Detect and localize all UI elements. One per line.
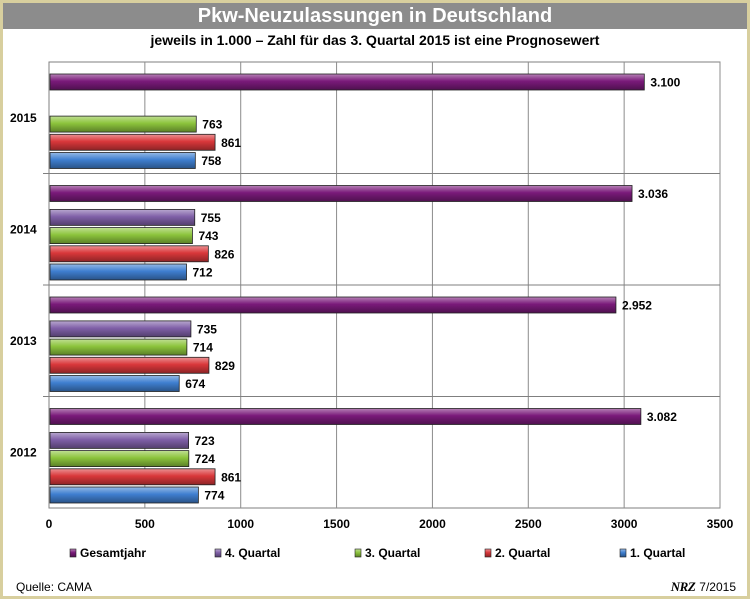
publisher-logo: NRZ (670, 579, 696, 594)
bar-2013-gesamtjahr (49, 296, 617, 314)
bar-2012-gesamtjahr (49, 408, 642, 425)
data-label-2013-4-quartal: 735 (197, 322, 217, 336)
data-label-2013-2-quartal: 829 (215, 359, 235, 373)
legend-swatch-2-quartal (484, 548, 492, 558)
bar-2012-4-quartal (49, 431, 190, 449)
legend-label-gesamtjahr: Gesamtjahr (80, 546, 146, 560)
x-tick-label-3500: 3500 (707, 517, 734, 531)
bar-2012-2-quartal (49, 468, 216, 486)
data-label-2012-4-quartal: 723 (195, 434, 215, 448)
category-label-2015: 2015 (10, 111, 37, 125)
bar-2013-4-quartal (49, 320, 192, 338)
x-tick-label-1000: 1000 (227, 517, 254, 531)
data-label-2015-2-quartal: 861 (221, 136, 241, 150)
data-label-2012-gesamtjahr: 3.082 (647, 410, 677, 424)
bar-2015-3-quartal (49, 115, 197, 133)
data-label-2015-1-quartal: 758 (201, 154, 221, 168)
x-tick-label-2000: 2000 (419, 517, 446, 531)
legend-label-3-quartal: 3. Quartal (365, 546, 420, 560)
credit: NRZ 7/2015 (671, 579, 736, 595)
bar-2012-1-quartal (49, 486, 199, 504)
bar-2015-1-quartal (49, 152, 196, 169)
legend-swatch-gesamtjahr (69, 548, 77, 558)
bar-2013-2-quartal (49, 356, 210, 374)
title-bar: Pkw-Neuzulassungen in Deutschland (3, 3, 747, 29)
bar-2014-2-quartal (49, 245, 209, 263)
data-label-2012-2-quartal: 861 (221, 470, 241, 484)
legend-label-2-quartal: 2. Quartal (495, 546, 550, 560)
data-label-2014-1-quartal: 712 (193, 266, 213, 280)
source-note: Quelle: CAMA (16, 580, 93, 594)
x-tick-label-0: 0 (46, 517, 53, 531)
x-tick-label-3000: 3000 (611, 517, 638, 531)
data-label-2013-3-quartal: 714 (193, 341, 213, 355)
legend-label-1-quartal: 1. Quartal (630, 546, 685, 560)
publish-date: 7/2015 (699, 580, 736, 594)
data-label-2012-1-quartal: 774 (204, 489, 224, 503)
chart-title: Pkw-Neuzulassungen in Deutschland (197, 5, 553, 27)
legend-swatch-4-quartal (214, 548, 222, 558)
x-tick-label-1500: 1500 (323, 517, 350, 531)
data-label-2014-4-quartal: 755 (201, 211, 221, 225)
legend-swatch-1-quartal (619, 548, 627, 558)
data-label-2013-1-quartal: 674 (185, 377, 205, 391)
category-label-2014: 2014 (10, 222, 37, 236)
bar-2014-1-quartal (49, 263, 187, 281)
data-label-2014-3-quartal: 743 (198, 229, 218, 243)
category-label-2012: 2012 (10, 445, 37, 459)
bar-2015-gesamtjahr (49, 73, 645, 91)
data-label-2014-2-quartal: 826 (214, 247, 234, 261)
bar-2013-1-quartal (49, 375, 180, 392)
bar-2015-2-quartal (49, 133, 216, 151)
legend-label-4-quartal: 4. Quartal (225, 546, 280, 560)
legend: Gesamtjahr 4. Quartal 3. Quartal 2. Quartal… (69, 546, 685, 560)
plot-area: 3.10076386175820153.03675574382671220142… (10, 61, 734, 531)
bar-2014-gesamtjahr (49, 185, 633, 202)
data-label-2012-3-quartal: 724 (195, 452, 215, 466)
chart-subtitle: jeweils in 1.000 – Zahl für das 3. Quart… (150, 32, 600, 48)
data-label-2013-gesamtjahr: 2.952 (622, 299, 652, 313)
category-label-2013: 2013 (10, 334, 37, 348)
x-tick-label-2500: 2500 (515, 517, 542, 531)
data-label-2015-3-quartal: 763 (202, 118, 222, 132)
legend-swatch-3-quartal (354, 548, 362, 558)
bar-2013-3-quartal (49, 338, 188, 356)
bar-2014-3-quartal (49, 227, 193, 245)
data-label-2014-gesamtjahr: 3.036 (638, 187, 668, 201)
bar-2012-3-quartal (49, 450, 190, 468)
x-tick-label-500: 500 (135, 517, 155, 531)
data-label-2015-gesamtjahr: 3.100 (650, 76, 680, 90)
bar-2014-4-quartal (49, 208, 196, 226)
